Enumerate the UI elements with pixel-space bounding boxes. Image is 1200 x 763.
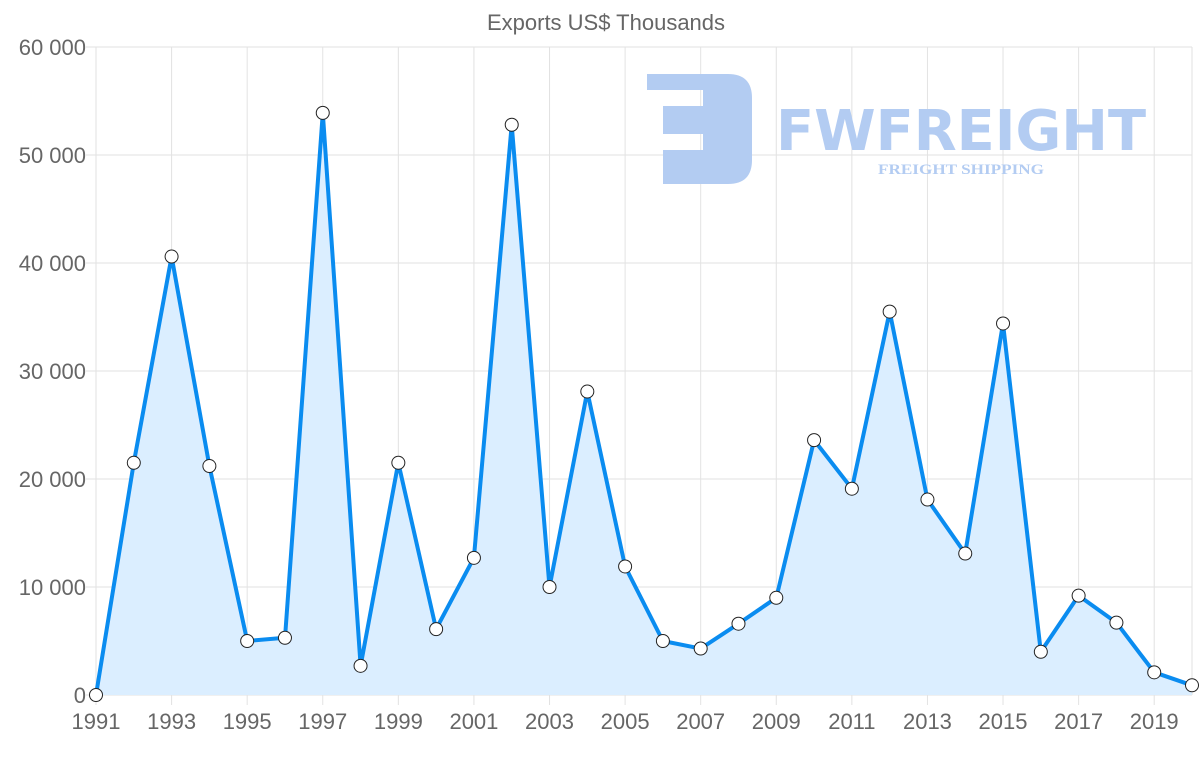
x-tick-label: 1993 bbox=[147, 709, 196, 734]
x-tick-label: 1997 bbox=[298, 709, 347, 734]
data-point-2001 bbox=[466, 550, 481, 565]
data-point-1994 bbox=[202, 459, 217, 474]
data-point-2019 bbox=[1147, 665, 1162, 680]
logo-mark-icon bbox=[647, 74, 752, 184]
watermark-brand: FWFREIGHT bbox=[776, 99, 1146, 164]
data-point-2016 bbox=[1033, 644, 1048, 659]
data-point-2017 bbox=[1071, 588, 1086, 603]
y-tick-label: 20 000 bbox=[19, 467, 86, 492]
x-tick-label: 2007 bbox=[676, 709, 725, 734]
data-point-2020 bbox=[1185, 678, 1199, 693]
x-tick-label: 2003 bbox=[525, 709, 574, 734]
data-point-1999 bbox=[391, 455, 406, 470]
data-point-2010 bbox=[807, 433, 822, 448]
data-point-2014 bbox=[958, 546, 973, 561]
data-point-1997 bbox=[315, 105, 330, 120]
data-point-1998 bbox=[353, 658, 368, 673]
watermark-logo: FWFREIGHT FREIGHT SHIPPING bbox=[647, 74, 1146, 184]
data-point-2012 bbox=[882, 304, 897, 319]
y-axis-ticks: 0 10 000 20 000 30 000 40 000 50 000 60 000 bbox=[19, 35, 86, 708]
data-point-2013 bbox=[920, 492, 935, 507]
y-tick-label: 40 000 bbox=[19, 251, 86, 276]
y-tick-label: 10 000 bbox=[19, 575, 86, 600]
data-point-2002 bbox=[504, 117, 519, 132]
x-tick-label: 2005 bbox=[601, 709, 650, 734]
data-point-1995 bbox=[240, 634, 255, 648]
x-axis-ticks: 1991 1993 1995 1997 1999 2001 2003 2005 2007 2009… bbox=[72, 709, 1179, 734]
data-point-2015 bbox=[996, 316, 1011, 331]
chart-title: Exports US$ Thousands bbox=[487, 10, 725, 35]
data-points bbox=[89, 105, 1199, 702]
data-point-2006 bbox=[655, 634, 670, 648]
data-point-2005 bbox=[618, 559, 633, 574]
y-tick-label: 0 bbox=[74, 683, 86, 708]
data-point-1991 bbox=[89, 688, 103, 702]
x-tick-label: 1991 bbox=[72, 709, 121, 734]
x-tick-label: 2009 bbox=[752, 709, 801, 734]
data-point-1996 bbox=[277, 630, 292, 645]
data-point-2011 bbox=[844, 481, 859, 496]
y-tick-label: 50 000 bbox=[19, 143, 86, 168]
data-point-2018 bbox=[1109, 615, 1124, 630]
data-point-2008 bbox=[731, 616, 746, 631]
data-point-2003 bbox=[542, 580, 557, 594]
x-tick-label: 2001 bbox=[449, 709, 498, 734]
x-tick-label: 2015 bbox=[979, 709, 1028, 734]
data-point-2004 bbox=[580, 384, 595, 399]
x-tick-label: 2017 bbox=[1054, 709, 1103, 734]
data-point-1992 bbox=[126, 455, 141, 470]
watermark-tagline: FREIGHT SHIPPING bbox=[878, 162, 1044, 178]
y-tick-label: 60 000 bbox=[19, 35, 86, 60]
area-fill bbox=[96, 112, 1192, 695]
x-tick-label: 1999 bbox=[374, 709, 423, 734]
x-tick-label: 2019 bbox=[1130, 709, 1179, 734]
data-point-1993 bbox=[164, 249, 179, 264]
y-tick-label: 30 000 bbox=[19, 359, 86, 384]
x-tick-label: 2011 bbox=[828, 709, 875, 734]
data-point-2009 bbox=[769, 590, 784, 605]
data-point-2007 bbox=[693, 641, 708, 656]
data-point-2000 bbox=[429, 622, 444, 637]
x-tick-label: 2013 bbox=[903, 709, 952, 734]
x-tick-label: 1995 bbox=[223, 709, 272, 734]
